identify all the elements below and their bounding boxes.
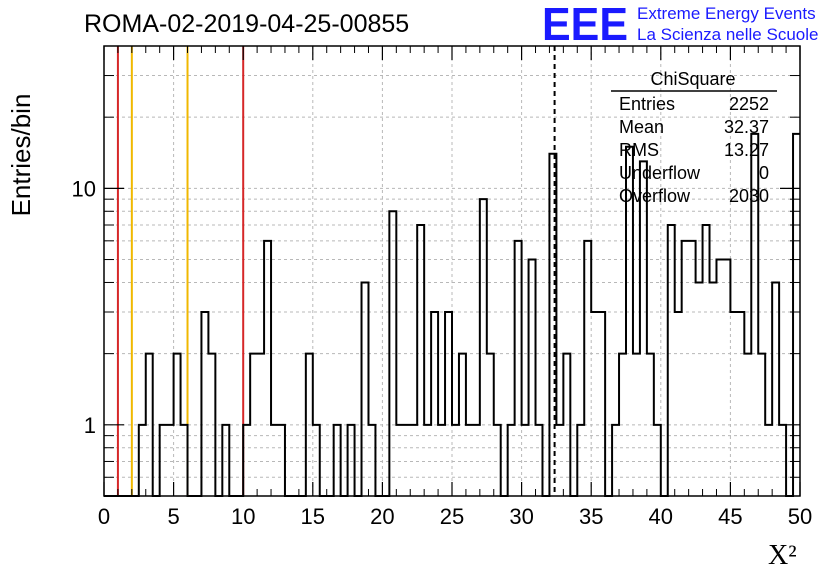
stats-row-label: Entries <box>619 94 675 114</box>
logo-line-2: La Scienza nelle Scuole <box>637 25 818 44</box>
x-tick-label: 25 <box>440 504 464 529</box>
stats-box: ChiSquare Entries 2252 Mean 32.37 RMS 13.27 Un… <box>611 69 777 206</box>
stats-rows: Entries 2252 Mean 32.37 RMS 13.27 Underflow 0 Ov… <box>619 94 769 206</box>
logo-mark: EEE <box>542 0 628 50</box>
eee-logo: EEE Extreme Energy Events La Scienza nel… <box>542 0 818 50</box>
x-tick-label: 40 <box>649 504 673 529</box>
x-tick-label: 0 <box>98 504 110 529</box>
x-tick-label: 30 <box>509 504 533 529</box>
x-tick-label: 5 <box>167 504 179 529</box>
y-tick-label: 10 <box>72 176 96 201</box>
x-tick-label: 35 <box>579 504 603 529</box>
y-axis-label: Entries/bin <box>6 94 36 217</box>
y-tick-label: 1 <box>84 413 96 438</box>
x-axis-label: X² <box>768 540 797 571</box>
x-tick-label: 45 <box>718 504 742 529</box>
stats-row-label: Mean <box>619 117 664 137</box>
x-tick-label: 15 <box>301 504 325 529</box>
stats-row-value: 0 <box>759 163 769 183</box>
logo-line-1: Extreme Energy Events <box>637 4 816 23</box>
stats-row-value: 13.27 <box>724 140 769 160</box>
stats-row-label: Overflow <box>619 186 691 206</box>
chart-title: ROMA-02-2019-04-25-00855 <box>84 10 409 38</box>
x-tick-label: 20 <box>370 504 394 529</box>
stats-title: ChiSquare <box>650 69 735 89</box>
stats-row-value: 2252 <box>729 94 769 114</box>
histogram-bars <box>104 132 800 497</box>
x-tick-label: 50 <box>788 504 812 529</box>
marker-lines <box>116 46 556 496</box>
stats-row-label: RMS <box>619 140 659 160</box>
x-tick-label: 10 <box>231 504 255 529</box>
histogram-outline <box>104 132 800 497</box>
y-axis-ticks: 1 10 <box>72 75 800 478</box>
x-axis-ticks: 0 5 10 15 20 25 30 35 40 45 50 <box>98 46 812 529</box>
stats-row-label: Underflow <box>619 163 701 183</box>
stats-row-value: 32.37 <box>724 117 769 137</box>
stats-row-value: 2030 <box>729 186 769 206</box>
